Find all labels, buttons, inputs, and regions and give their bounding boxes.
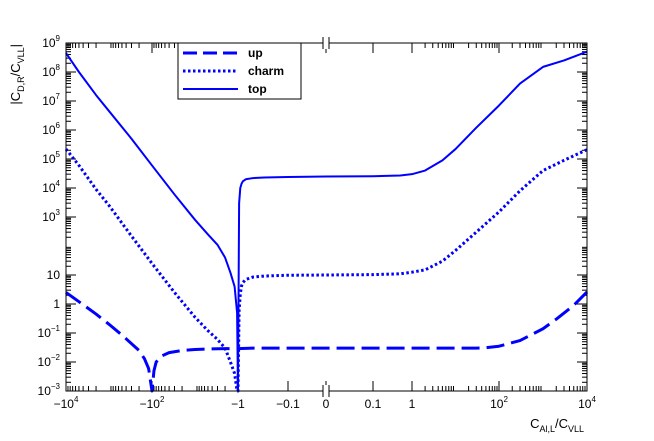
y-tick-label: 106	[42, 121, 60, 137]
y-tick-label: 108	[42, 63, 60, 79]
series-line-charm	[64, 148, 588, 393]
axis-break-marks	[322, 37, 330, 397]
series-layer	[64, 50, 589, 393]
y-tick-label: 105	[42, 150, 60, 166]
break-gap-top	[323, 37, 329, 49]
series-line-up	[65, 290, 589, 393]
x-axis-title: CAl,L/CVLL	[530, 416, 584, 434]
y-tick-label: 104	[42, 179, 60, 195]
legend: up charm top	[177, 42, 302, 100]
y-tick-label: 109	[42, 34, 60, 50]
y-tick-label: 1	[53, 297, 60, 311]
y-tick-label: 103	[42, 208, 60, 224]
x-tick-label: −1	[231, 397, 245, 411]
break-gap-bottom	[323, 385, 329, 397]
legend-label-up: up	[248, 46, 263, 60]
legend-label-top: top	[248, 82, 267, 96]
y-tick-label: 10−1	[38, 324, 61, 340]
series-line-top	[65, 50, 588, 392]
labels-layer: 10−310−210−1110103104105106107108109−104…	[8, 34, 596, 434]
y-axis-title: |CD,R/CVLL|	[8, 44, 26, 105]
y-tick-label: 10	[47, 268, 61, 282]
y-tick-label: 107	[42, 92, 60, 108]
x-tick-label: 102	[490, 395, 508, 411]
legend-label-charm: charm	[248, 64, 284, 78]
x-tick-label: −104	[54, 395, 79, 411]
x-tick-label: 0.1	[365, 397, 382, 411]
x-tick-label: −102	[140, 395, 165, 411]
y-tick-label: 10−3	[38, 382, 61, 398]
x-tick-label: 0	[323, 397, 330, 411]
x-tick-label: −0.1	[276, 397, 300, 411]
x-tick-label: 104	[578, 395, 596, 411]
y-tick-label: 10−2	[38, 353, 61, 369]
x-tick-label: 1	[409, 397, 416, 411]
